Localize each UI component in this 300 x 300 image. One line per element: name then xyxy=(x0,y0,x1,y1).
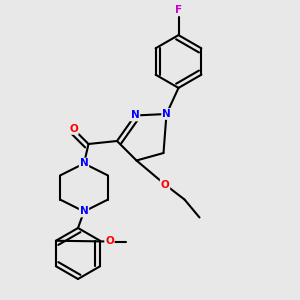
Text: N: N xyxy=(80,158,88,169)
Text: N: N xyxy=(130,110,140,121)
Text: N: N xyxy=(80,206,88,217)
Text: O: O xyxy=(160,179,169,190)
Text: O: O xyxy=(69,124,78,134)
Text: F: F xyxy=(175,4,182,15)
Text: N: N xyxy=(162,109,171,119)
Text: O: O xyxy=(105,236,114,247)
